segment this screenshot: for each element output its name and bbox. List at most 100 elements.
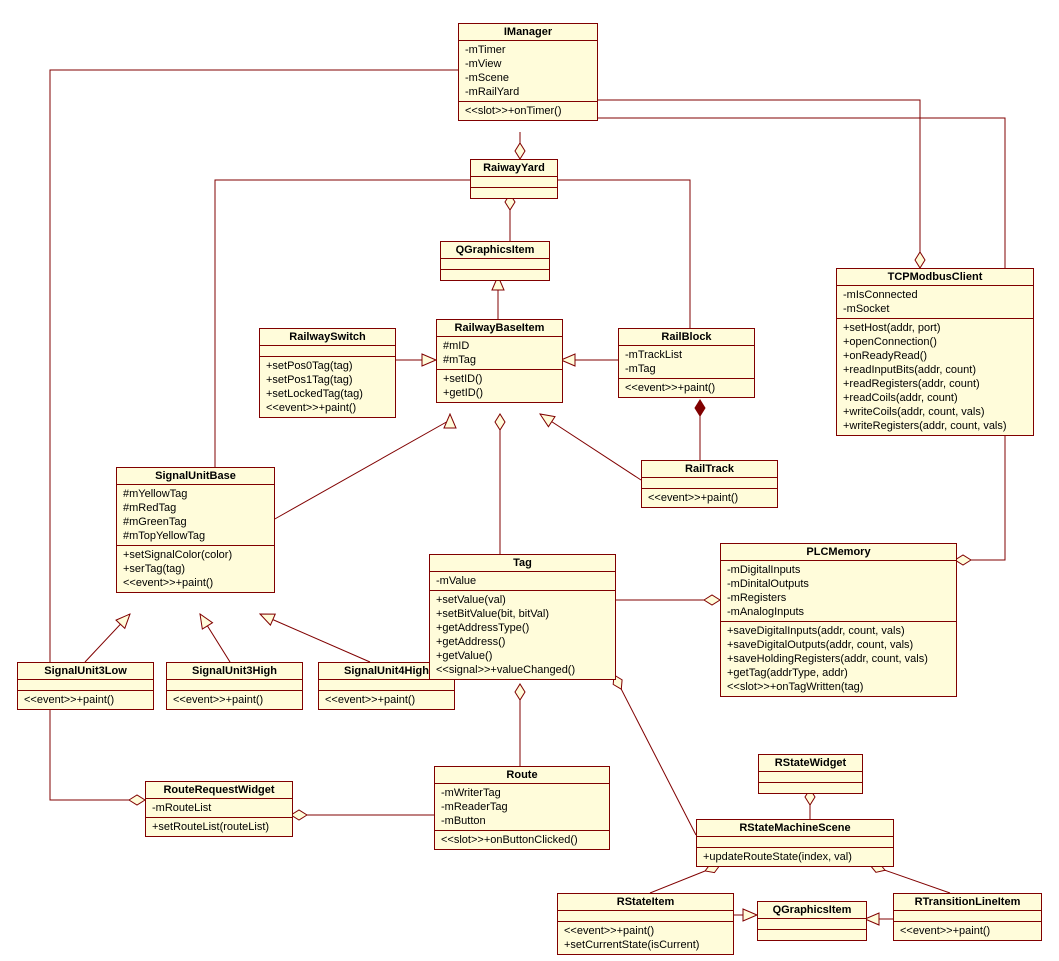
class-attributes: [18, 680, 153, 691]
class-operations: <<event>>+paint(): [619, 379, 754, 397]
class-operations: [758, 930, 866, 940]
class-title: SignalUnitBase: [117, 468, 274, 485]
class-title: RStateMachineScene: [697, 820, 893, 837]
class-operations: [441, 270, 549, 280]
class-QGraphicsItem1: QGraphicsItem: [440, 241, 550, 281]
class-attributes: [441, 259, 549, 270]
class-operations: +saveDigitalInputs(addr, count, vals)+sa…: [721, 622, 956, 696]
class-title: SignalUnit3High: [167, 663, 302, 680]
class-attribute: #mTopYellowTag: [123, 529, 268, 543]
class-attribute: -mValue: [436, 574, 609, 588]
class-Route: Route-mWriterTag-mReaderTag-mButton<<slo…: [434, 766, 610, 850]
edge-RStateMachineScene-Tag: [614, 675, 696, 835]
class-attribute: #mRedTag: [123, 501, 268, 515]
class-attribute: -mTrackList: [625, 348, 748, 362]
class-attributes: [697, 837, 893, 848]
class-attributes: [319, 680, 454, 691]
edge-RaiwayYard-RailBlock: [556, 180, 690, 328]
class-operation: +serTag(tag): [123, 562, 268, 576]
class-Tag: Tag -mValue +setValue(val)+setBitValue(bit…: [429, 554, 616, 680]
class-attributes: -mTrackList-mTag: [619, 346, 754, 379]
class-attribute: -mRailYard: [465, 85, 591, 99]
class-attribute: -mIsConnected: [843, 288, 1027, 302]
class-operation: <<signal>>+valueChanged(): [436, 663, 609, 677]
class-attributes: -mTimer-mView-mScene-mRailYard: [459, 41, 597, 102]
class-attribute: #mID: [443, 339, 556, 353]
class-operation: <<event>>+paint(): [123, 576, 268, 590]
class-title: RStateWidget: [759, 755, 862, 772]
class-title: Route: [435, 767, 609, 784]
class-operations: <<slot>>+onTimer(): [459, 102, 597, 120]
class-title: RailwaySwitch: [260, 329, 395, 346]
class-title: SignalUnit3Low: [18, 663, 153, 680]
class-attribute: -mReaderTag: [441, 800, 603, 814]
class-operation: +writeRegisters(addr, count, vals): [843, 419, 1027, 433]
class-TCPModbusClient: TCPModbusClient-mIsConnected-mSocket+set…: [836, 268, 1034, 436]
class-operation: +getValue(): [436, 649, 609, 663]
class-operations: <<event>>+paint()+setCurrentState(isCurr…: [558, 922, 733, 954]
class-operations: <<slot>>+onButtonClicked(): [435, 831, 609, 849]
edge-SignalUnit3Low-SignalUnitBase: [85, 614, 130, 662]
class-operations: <<event>>+paint(): [18, 691, 153, 709]
class-title: RouteRequestWidget: [146, 782, 292, 799]
class-operations: +updateRouteState(index, val): [697, 848, 893, 866]
class-operation: +readCoils(addr, count): [843, 391, 1027, 405]
class-operation: +readRegisters(addr, count): [843, 377, 1027, 391]
class-operation: <<event>>+paint(): [648, 491, 771, 505]
class-title: PLCMemory: [721, 544, 956, 561]
class-operation: +setHost(addr, port): [843, 321, 1027, 335]
class-operations: <<event>>+paint(): [642, 489, 777, 507]
class-attribute: -mAnalogInputs: [727, 605, 950, 619]
class-attributes: -mWriterTag-mReaderTag-mButton: [435, 784, 609, 831]
class-RouteRequestWidget: RouteRequestWidget-mRouteList+setRouteLi…: [145, 781, 293, 837]
class-operation: +getAddressType(): [436, 621, 609, 635]
edge-RStateMachineScene-RTransitionLineItem: [870, 865, 950, 893]
edge-RaiwayYard-RailwaySwitch: [215, 180, 470, 467]
class-title: RaiwayYard: [471, 160, 557, 177]
class-RailTrack: RailTrack<<event>>+paint(): [641, 460, 778, 508]
class-operation: +setBitValue(bit, bitVal): [436, 607, 609, 621]
class-attributes: [260, 346, 395, 357]
edge-SignalUnit3High-SignalUnitBase: [200, 614, 230, 662]
class-operations: +setID()+getID(): [437, 370, 562, 402]
class-operation: +setValue(val): [436, 593, 609, 607]
class-operation: +readInputBits(addr, count): [843, 363, 1027, 377]
class-RStateWidget: RStateWidget: [758, 754, 863, 794]
class-operation: +setPos0Tag(tag): [266, 359, 389, 373]
class-attribute: -mWriterTag: [441, 786, 603, 800]
class-RStateMachineScene: RStateMachineScene +updateRouteState(inde…: [696, 819, 894, 867]
class-RailwaySwitch: RailwaySwitch +setPos0Tag(tag)+setPos1Tag…: [259, 328, 396, 418]
class-SignalUnit3Low: SignalUnit3Low <<event>>+paint(): [17, 662, 154, 710]
class-operation: <<slot>>+onTimer(): [465, 104, 591, 118]
class-attribute: -mTimer: [465, 43, 591, 57]
class-RailBlock: RailBlock-mTrackList-mTag<<event>>+paint…: [618, 328, 755, 398]
class-operations: +setValue(val)+setBitValue(bit, bitVal)+…: [430, 591, 615, 679]
class-operation: +getTag(addrType, addr): [727, 666, 950, 680]
class-operation: <<event>>+paint(): [266, 401, 389, 415]
class-operation: +getID(): [443, 386, 556, 400]
class-operations: +setSignalColor(color)+serTag(tag)<<even…: [117, 546, 274, 592]
class-operation: +setSignalColor(color): [123, 548, 268, 562]
class-attributes: -mIsConnected-mSocket: [837, 286, 1033, 319]
class-operation: +updateRouteState(index, val): [703, 850, 887, 864]
class-operation: +saveHoldingRegisters(addr, count, vals): [727, 652, 950, 666]
class-operation: +saveDigitalOutputs(addr, count, vals): [727, 638, 950, 652]
class-operation: +writeCoils(addr, count, vals): [843, 405, 1027, 419]
class-operation: +setID(): [443, 372, 556, 386]
class-operation: <<event>>+paint(): [900, 924, 1035, 938]
class-operation: <<event>>+paint(): [564, 924, 727, 938]
class-attribute: -mScene: [465, 71, 591, 85]
class-attribute: -mDinitalOutputs: [727, 577, 950, 591]
class-attribute: -mView: [465, 57, 591, 71]
edge-RailTrack-RailwayBaseItem: [540, 414, 641, 480]
edge-SignalUnitBase-RailwayBaseItem: [273, 414, 450, 520]
class-title: Tag: [430, 555, 615, 572]
class-operation: <<event>>+paint(): [173, 693, 296, 707]
class-title: IManager: [459, 24, 597, 41]
class-attributes: -mValue: [430, 572, 615, 591]
class-operation: <<slot>>+onTagWritten(tag): [727, 680, 950, 694]
class-operations: +setPos0Tag(tag)+setPos1Tag(tag)+setLock…: [260, 357, 395, 417]
class-attributes: [558, 911, 733, 922]
class-operations: <<event>>+paint(): [319, 691, 454, 709]
class-operations: <<event>>+paint(): [167, 691, 302, 709]
